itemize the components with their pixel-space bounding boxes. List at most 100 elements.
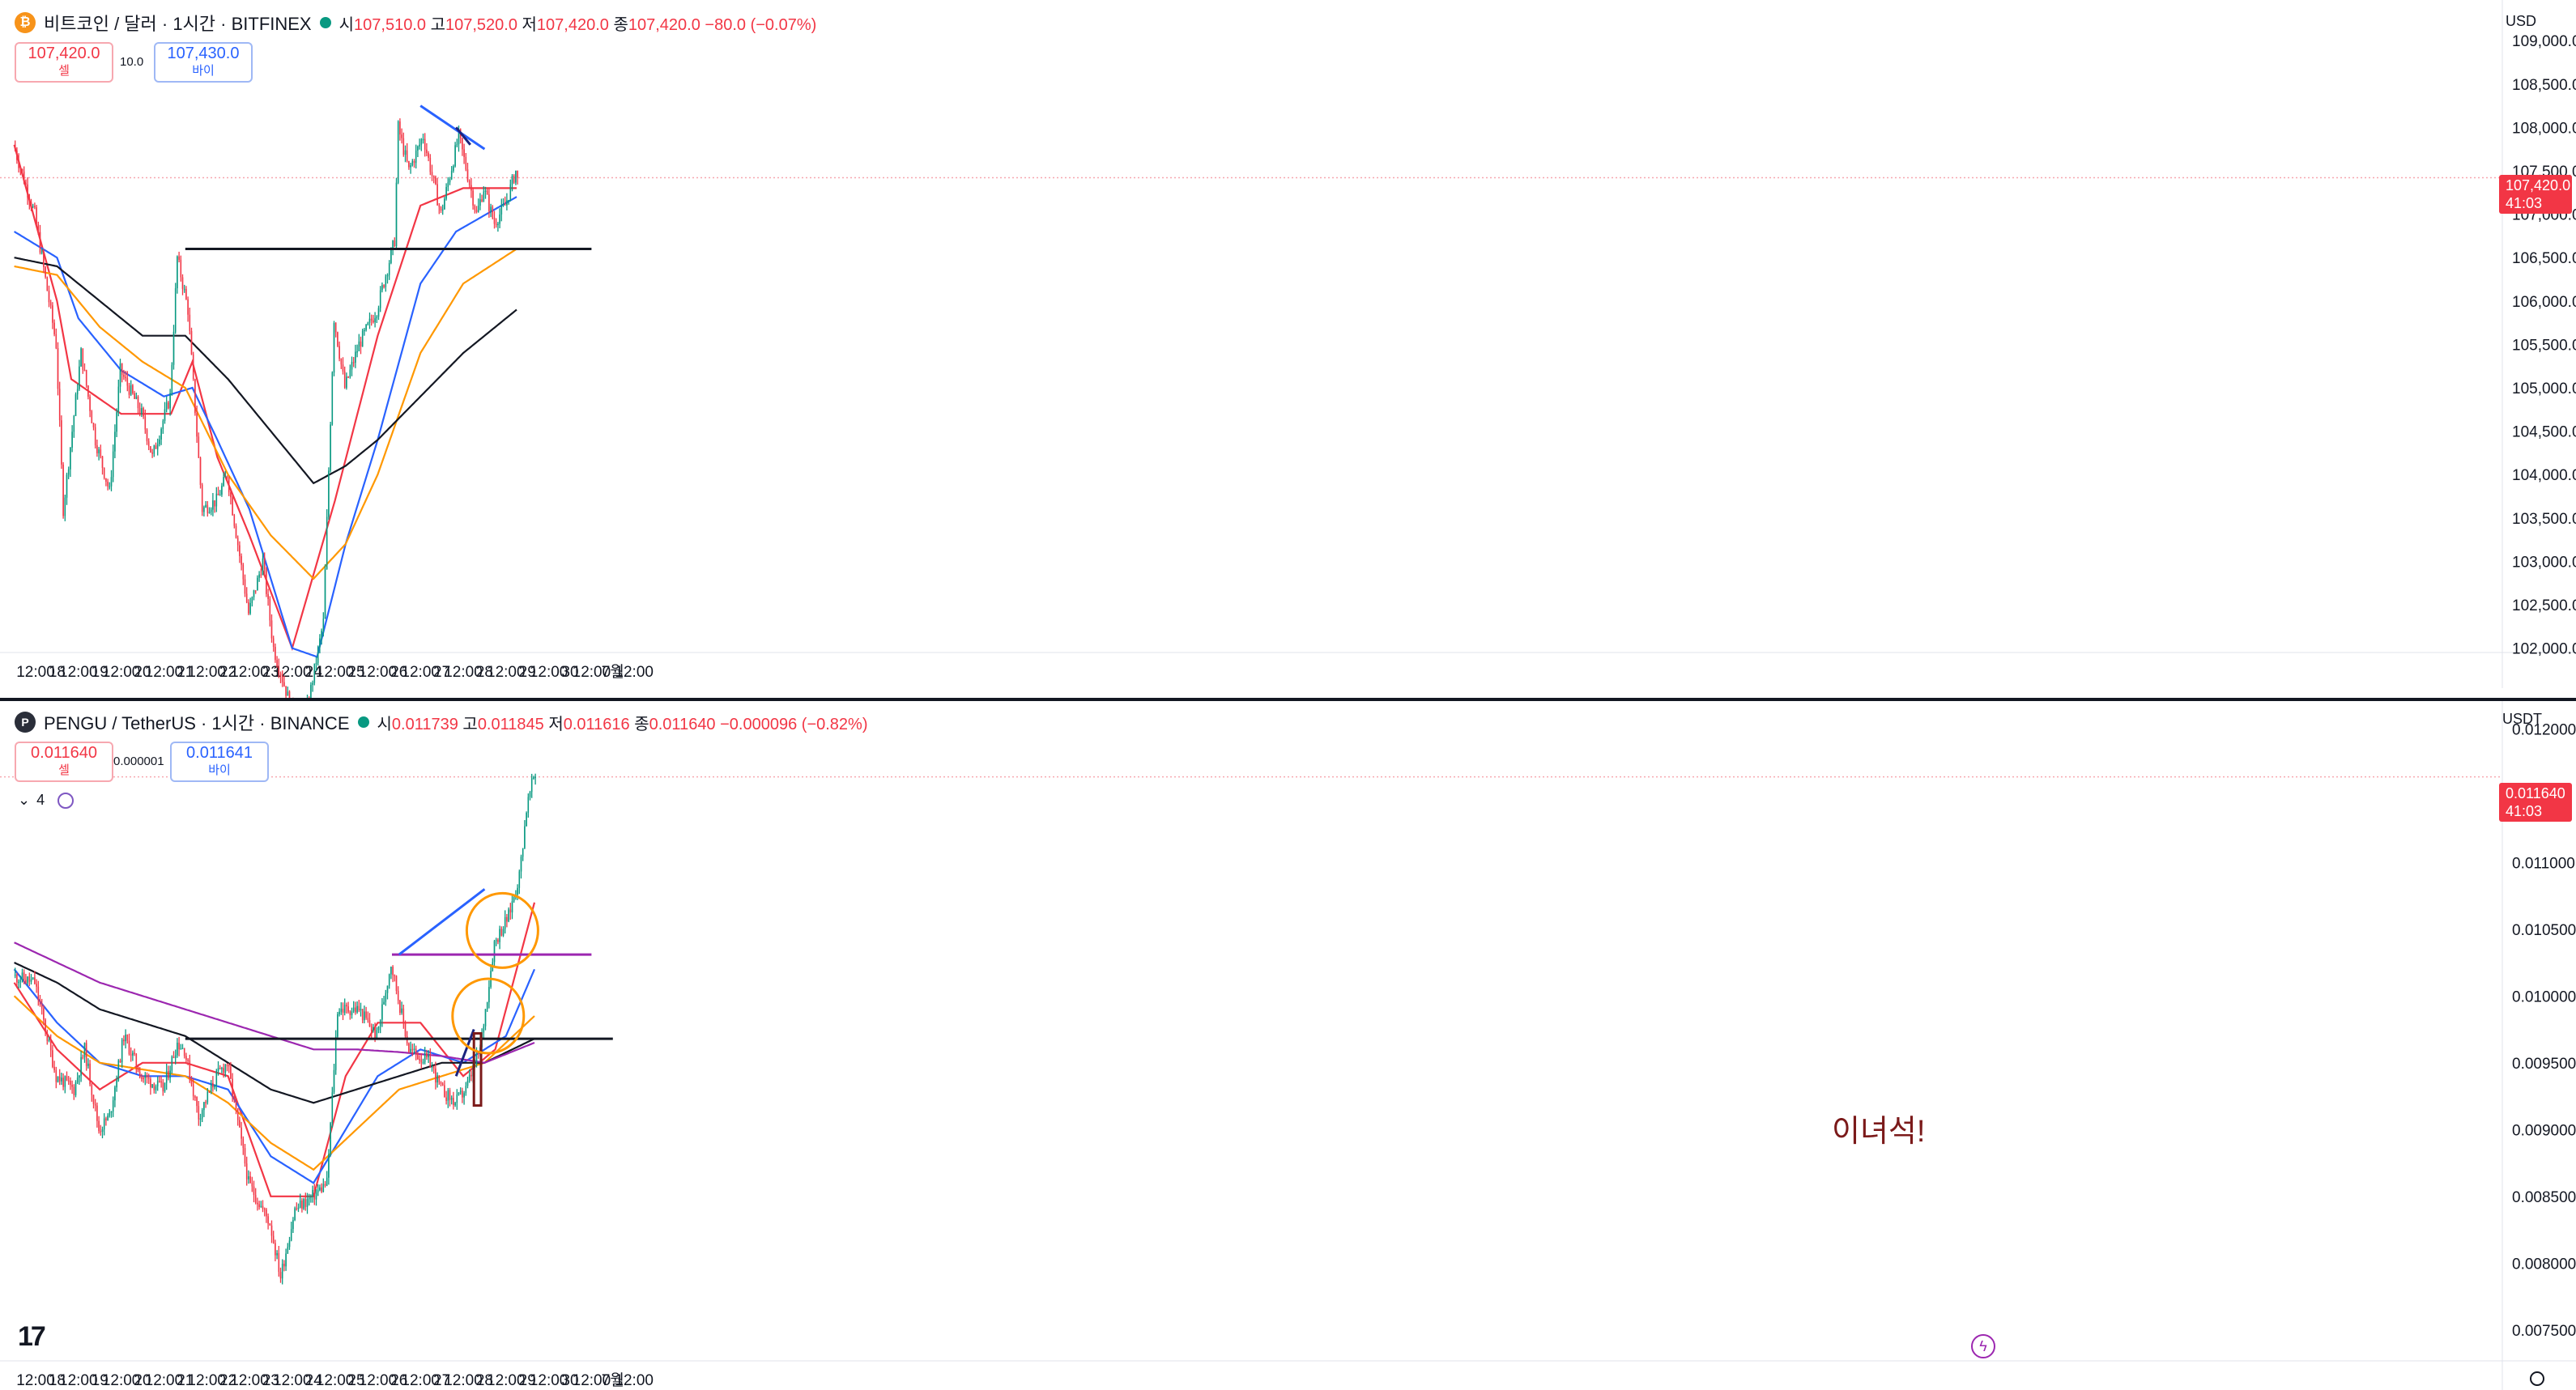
- btc-candle-body: [114, 431, 116, 452]
- btc-x-tick-label: 12:00: [316, 664, 355, 681]
- btc-candle-body: [440, 206, 442, 211]
- btc-candle-body: [169, 393, 171, 409]
- pengu-chart-pane[interactable]: 0.007500 0.008000 0.008500 0.009000 0.009500…: [0, 699, 2576, 1390]
- btc-buy-button[interactable]: 107,430.0 바이: [154, 42, 253, 83]
- pengu-x-tick-label: 29: [519, 1372, 536, 1389]
- btc-candle-body: [351, 362, 353, 370]
- pengu-candle-body: [40, 1004, 43, 1009]
- pengu-candle-body: [445, 1097, 447, 1101]
- tradingview-logo-icon[interactable]: 17: [18, 1321, 46, 1352]
- btc-candle-body: [25, 183, 27, 185]
- btc-candle-body: [109, 486, 111, 488]
- pengu-sell-button[interactable]: 0.011640 셀: [15, 742, 113, 782]
- btc-candle-body: [21, 168, 23, 172]
- btc-x-tick-label: 20: [134, 664, 151, 681]
- btc-y-tick-label: 103,000.0: [2512, 554, 2576, 571]
- btc-chart-pane[interactable]: 102,000.0 102,500.0 103,000.0 103,500.0 104,…: [0, 0, 2576, 728]
- btc-candle-body: [112, 451, 114, 478]
- pengu-candle-body: [361, 1009, 364, 1021]
- pengu-x-tick-label: 12:00: [530, 1372, 568, 1389]
- pengu-candle-body: [486, 1002, 488, 1010]
- pengu-buy-button[interactable]: 0.011641 바이: [170, 742, 269, 782]
- pengu-candle-body: [208, 1091, 211, 1094]
- pengu-candle-body: [294, 1208, 296, 1221]
- btc-x-tick-label: 19: [92, 664, 109, 681]
- btc-trend-line: [455, 126, 471, 146]
- indicator-count: 4: [36, 792, 45, 808]
- btc-x-tick-label: 12:00: [401, 664, 440, 681]
- btc-x-tick-label: 12:00: [573, 664, 611, 681]
- pengu-candle-body: [130, 1054, 132, 1056]
- pengu-candle-body: [401, 1008, 402, 1014]
- btc-candle-body: [57, 347, 59, 389]
- pengu-candle-body: [75, 1082, 77, 1095]
- pengu-candle-body: [32, 977, 34, 980]
- btc-candle-body: [399, 121, 401, 135]
- pengu-candle-body: [290, 1229, 292, 1241]
- pengu-x-tick-label: 12:00: [59, 1372, 98, 1389]
- btc-candle-body: [276, 660, 278, 666]
- pengu-candle-body: [43, 1008, 45, 1020]
- btc-candle-body: [105, 478, 107, 482]
- pengu-icon: P: [15, 712, 36, 733]
- gear-icon[interactable]: [2530, 1371, 2544, 1386]
- indicator-settings-icon[interactable]: [57, 792, 75, 809]
- btc-candle-body: [174, 288, 177, 332]
- btc-candle-body: [156, 444, 159, 449]
- btc-symbol-title[interactable]: 비트코인 / 달러 · 1시간 · BITFINEX: [44, 14, 312, 34]
- btc-candle-body: [343, 371, 346, 388]
- pengu-candle-body: [438, 1075, 441, 1082]
- pengu-currency[interactable]: USDT: [2502, 711, 2542, 727]
- pengu-candle-body: [96, 1105, 98, 1121]
- btc-candle-body: [55, 334, 57, 348]
- btc-currency[interactable]: USD: [2506, 13, 2537, 29]
- btc-candle-body: [454, 145, 456, 167]
- pengu-candle-body: [419, 1059, 420, 1061]
- chevron-down-icon[interactable]: ⌄: [18, 792, 31, 808]
- btc-x-tick-label: 18: [49, 664, 66, 681]
- pengu-candle-body: [147, 1077, 150, 1079]
- btc-candle-body: [262, 558, 264, 575]
- btc-candle-body: [126, 377, 129, 386]
- pengu-candle-body: [435, 1068, 436, 1083]
- pengu-x-tick-label: 12:00: [230, 1372, 269, 1389]
- pengu-candle-body: [83, 1043, 86, 1057]
- pengu-candle-body: [365, 1011, 367, 1018]
- pengu-symbol-title[interactable]: PENGU / TetherUS · 1시간 · BINANCE: [44, 713, 350, 733]
- indicator-toggle[interactable]: ⌄ 4: [18, 792, 75, 809]
- pengu-candle-body: [174, 1055, 177, 1059]
- pengu-candle-body: [203, 1102, 205, 1111]
- btc-candle-body: [155, 445, 157, 449]
- btc-candle-body: [317, 647, 319, 663]
- btc-sell-button[interactable]: 107,420.0 셀: [15, 42, 113, 83]
- pengu-candle-body: [119, 1060, 121, 1063]
- btc-candle-body: [511, 176, 513, 185]
- lightning-icon[interactable]: ϟ: [1971, 1334, 1995, 1358]
- btc-candle-body: [116, 412, 117, 432]
- btc-candle-body: [23, 171, 25, 184]
- btc-candle-body: [388, 262, 390, 275]
- pengu-candle-body: [522, 848, 524, 857]
- pengu-candle-body: [306, 1199, 309, 1207]
- pengu-candle-body: [14, 974, 16, 976]
- btc-candle-body: [48, 291, 50, 303]
- btc-candle-body: [411, 161, 414, 166]
- pengu-candle-body: [146, 1075, 148, 1078]
- pengu-candle-body: [235, 1099, 237, 1109]
- pengu-candle-body: [25, 980, 27, 984]
- pengu-candle-body: [288, 1240, 291, 1248]
- btc-candle-body: [466, 169, 469, 181]
- btc-candle-body: [488, 194, 490, 211]
- btc-candle-body: [151, 452, 153, 454]
- btc-candle-body: [267, 593, 269, 599]
- btc-x-tick-label: 21: [177, 664, 194, 681]
- pengu-candle-body: [189, 1060, 191, 1080]
- pengu-candle-body: [502, 929, 505, 936]
- pengu-candle-body: [500, 929, 503, 936]
- pengu-candle-body: [171, 1056, 173, 1071]
- pengu-candle-body: [82, 1056, 84, 1059]
- pengu-candle-body: [23, 972, 25, 980]
- pengu-candle-body: [431, 1066, 433, 1068]
- pengu-candle-body: [518, 871, 521, 888]
